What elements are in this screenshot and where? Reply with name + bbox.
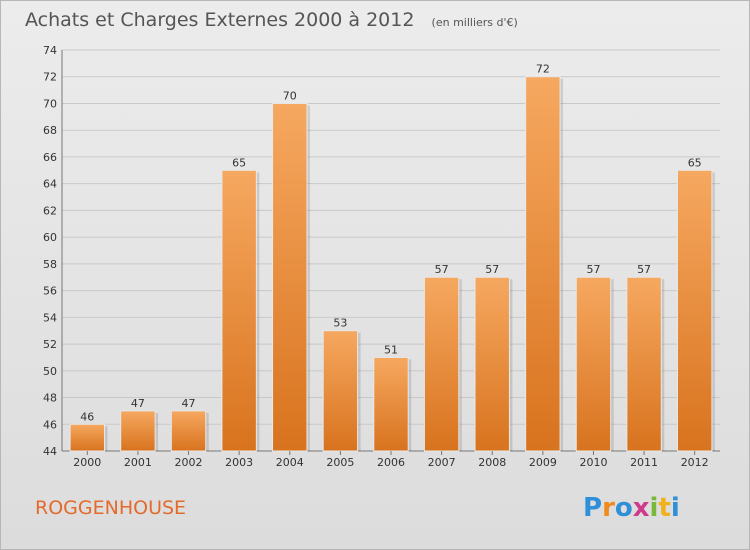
y-tick-label: 46 — [43, 418, 57, 431]
x-tick-label-2002: 2002 — [175, 456, 203, 469]
chart-title-unit: (en milliers d'€) — [432, 16, 518, 29]
data-label-2001: 47 — [131, 397, 145, 410]
x-tick-label-2001: 2001 — [124, 456, 152, 469]
y-tick-label: 64 — [43, 178, 57, 191]
x-tick-label-2008: 2008 — [478, 456, 506, 469]
logo-letter: o — [615, 493, 633, 523]
y-tick-label: 56 — [43, 285, 57, 298]
data-label-2007: 57 — [435, 263, 449, 276]
y-tick-label: 48 — [43, 392, 57, 405]
logo-letter: x — [633, 493, 650, 523]
x-tick-labels: 2000 2001 2002 2003 2004 2005 2006 2007 2008 2009… — [73, 451, 709, 469]
bar-2004 — [272, 102, 308, 452]
data-label-2009: 72 — [536, 63, 550, 76]
data-label-2000: 46 — [80, 410, 94, 423]
logo-letter: i — [671, 493, 680, 523]
y-tick-labels: 44 46 48 50 52 54 56 58 60 62 64 66 68 70 72 74 — [43, 44, 57, 458]
data-label-2004: 70 — [283, 89, 297, 102]
logo-letter: t — [658, 493, 670, 523]
x-tick-label-2006: 2006 — [377, 456, 405, 469]
y-tick-label: 50 — [43, 365, 57, 378]
bar-2006 — [373, 356, 409, 452]
data-label-2005: 53 — [333, 317, 347, 330]
x-tick-label-2010: 2010 — [579, 456, 607, 469]
x-tick-label-2004: 2004 — [276, 456, 304, 469]
y-tick-label: 68 — [43, 124, 57, 137]
bar-2001 — [120, 410, 156, 452]
data-labels: 46 47 47 65 70 53 51 57 57 72 57 57 65 — [80, 63, 701, 424]
y-tick-label: 52 — [43, 338, 57, 351]
x-tick-label-2011: 2011 — [630, 456, 658, 469]
chart-title-main: Achats et Charges Externes 2000 à 2012 — [25, 9, 414, 31]
y-tick-label: 70 — [43, 97, 57, 110]
data-label-2003: 65 — [232, 156, 246, 169]
data-label-2006: 51 — [384, 343, 398, 356]
y-tick-label: 74 — [43, 44, 57, 57]
y-tick-label: 62 — [43, 204, 57, 217]
proxiti-logo: Proxiti — [583, 493, 680, 523]
data-label-2008: 57 — [485, 263, 499, 276]
bar-2005 — [322, 330, 359, 452]
y-tick-label: 66 — [43, 151, 57, 164]
y-tick-label: 54 — [43, 311, 57, 324]
data-label-2002: 47 — [182, 397, 196, 410]
data-label-2011: 57 — [637, 263, 651, 276]
x-tick-label-2007: 2007 — [428, 456, 456, 469]
y-tick-label: 58 — [43, 258, 57, 271]
bar-2008 — [474, 276, 510, 452]
bar-2003 — [221, 169, 257, 452]
x-tick-label-2000: 2000 — [73, 456, 101, 469]
data-label-2012: 65 — [688, 156, 702, 169]
y-tick-label: 60 — [43, 231, 57, 244]
chart-title: Achats et Charges Externes 2000 à 2012 (… — [25, 9, 518, 31]
bars — [69, 76, 715, 452]
bar-2007 — [423, 276, 460, 452]
logo-letter: i — [650, 493, 659, 523]
logo-letter: r — [602, 493, 615, 523]
data-label-2010: 57 — [586, 263, 600, 276]
bar-2012 — [676, 169, 713, 452]
y-tick-label: 44 — [43, 445, 57, 458]
y-tick-label: 72 — [43, 71, 57, 84]
x-tick-label-2005: 2005 — [326, 456, 354, 469]
x-tick-label-2003: 2003 — [225, 456, 253, 469]
x-tick-label-2009: 2009 — [529, 456, 557, 469]
commune-name: ROGGENHOUSE — [35, 497, 186, 519]
logo-letter: P — [583, 493, 602, 523]
bar-2011 — [626, 276, 662, 452]
bar-2000 — [69, 423, 106, 452]
bar-2010 — [575, 276, 612, 452]
bar-2002 — [170, 410, 207, 452]
bar-2009 — [525, 76, 561, 452]
x-tick-label-2012: 2012 — [681, 456, 709, 469]
